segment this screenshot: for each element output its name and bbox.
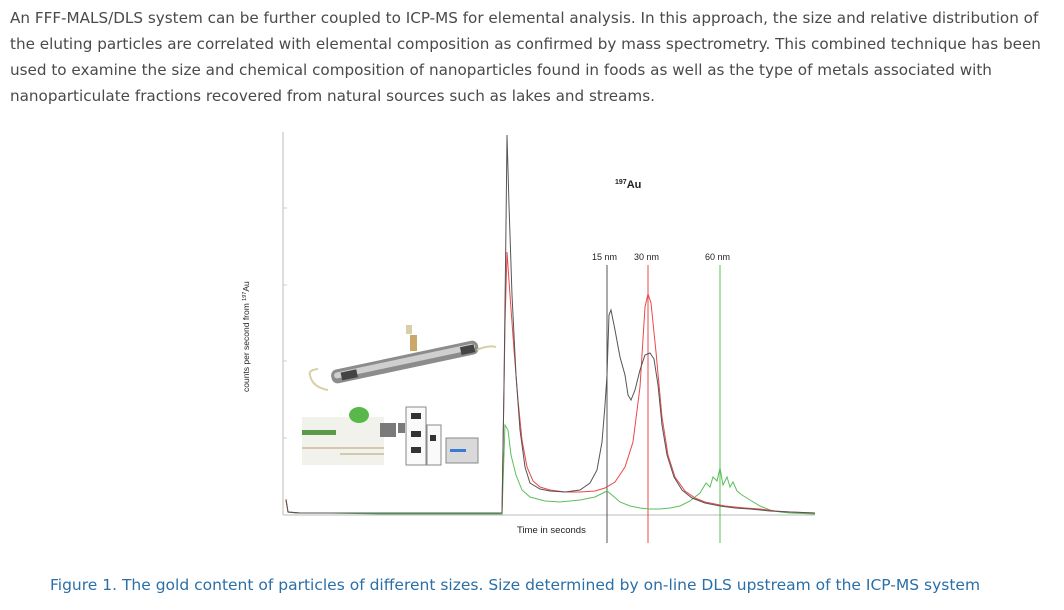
axis-ticks [283,207,287,439]
series-dark [285,134,816,514]
series-green [285,423,816,515]
figure-caption: Figure 1. The gold content of particles … [50,576,981,594]
body-paragraph: An FFF-MALS/DLS system can be further co… [10,9,1041,105]
y-axis-label-superscript: 197 [242,292,248,301]
instrument-image [302,325,497,466]
series-red [285,251,816,514]
y-axis-label-element: Au [241,281,251,292]
marker-label-30nm: 30 nm [634,252,659,262]
x-axis-label: Time in seconds [517,525,586,536]
y-axis-label: counts per second from 197Au [241,281,251,392]
chart-title-element: Au [627,179,642,191]
chart-title: 197Au [615,179,641,191]
chart-title-superscript: 197 [615,179,627,186]
marker-label-60nm: 60 nm [705,252,730,262]
figure-chart: counts per second from 197Au 197Au 15 nm… [241,132,816,543]
figure-1: counts per second from 197Au 197Au 15 nm… [230,125,830,550]
y-axis-label-prefix: counts per second from [241,301,251,392]
marker-label-15nm: 15 nm [592,252,617,262]
